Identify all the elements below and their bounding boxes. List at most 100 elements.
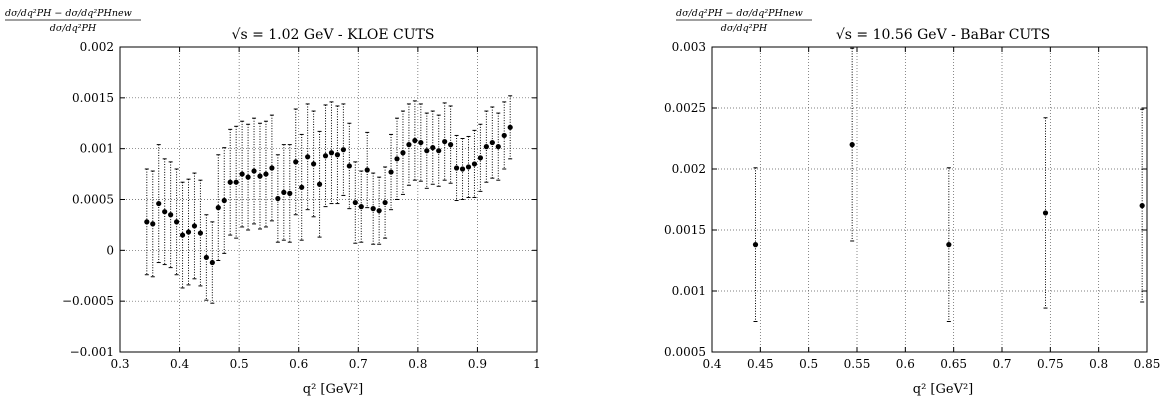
x-tick-label: 0.5 [799, 357, 818, 371]
data-point [376, 208, 382, 214]
x-tick-label: 0.4 [702, 357, 721, 371]
title-sqrt-s: √s [836, 27, 852, 43]
data-point [257, 173, 263, 179]
data-point [281, 189, 287, 195]
y-axis-ticks: −0.001 −0.0005 0 0.0005 0.001 0.0015 0.002 [62, 40, 537, 359]
data-point [849, 142, 855, 148]
data-point [388, 169, 394, 175]
data-point [162, 209, 168, 215]
data-point [316, 181, 323, 187]
data-point [293, 159, 299, 165]
x-tick-label: 0.4 [170, 357, 189, 371]
data-point [150, 221, 156, 227]
y-tick-label: 0.001 [80, 142, 114, 156]
data-point [245, 174, 251, 180]
data-point [185, 229, 192, 235]
y-tick-label: 0.002 [672, 162, 706, 176]
data-point [328, 150, 335, 156]
data-point [215, 205, 221, 211]
data-point [370, 206, 376, 212]
data-point [251, 168, 257, 174]
data-points [752, 47, 1145, 322]
data-point [471, 161, 478, 167]
y-axis-label-denominator: dσ/dq²PH [721, 23, 768, 34]
data-point [489, 139, 495, 146]
data-point [346, 163, 352, 169]
y-tick-label: 0.0015 [664, 223, 706, 237]
data-point [299, 184, 305, 190]
data-point [436, 148, 442, 154]
data-point [477, 155, 484, 161]
x-tick-label: 0.7 [349, 357, 368, 371]
y-tick-label: 0.0005 [72, 193, 114, 207]
data-point [394, 156, 400, 162]
x-tick-label: 0.6 [896, 357, 915, 371]
x-tick-label: 0.65 [940, 357, 967, 371]
x-tick-label: 0.8 [1089, 357, 1108, 371]
data-point [334, 152, 341, 158]
data-point [412, 137, 418, 144]
data-points [144, 95, 513, 304]
data-point [144, 219, 150, 225]
x-tick-label: 0.7 [992, 357, 1011, 371]
data-point [239, 171, 245, 177]
x-tick-label: 0.45 [747, 357, 774, 371]
data-point [203, 254, 209, 261]
x-tick-label: 0.6 [289, 357, 308, 371]
x-tick-label: 0.75 [1037, 357, 1064, 371]
x-tick-label: 1 [533, 357, 541, 371]
data-point [358, 204, 364, 210]
data-point [430, 145, 436, 151]
y-tick-label: 0.0025 [664, 101, 706, 115]
x-axis-ticks: 0.3 0.4 0.5 0.6 0.7 0.8 0.9 1 [110, 47, 541, 371]
data-point [311, 161, 317, 167]
y-tick-label: 0.0005 [664, 345, 706, 359]
data-point [173, 219, 180, 225]
data-point [322, 153, 329, 159]
data-point [156, 200, 162, 207]
x-tick-label: 0.5 [230, 357, 249, 371]
data-point [364, 167, 370, 173]
chart-kloe: dσ/dq²PH − dσ/dq²PHnew dσ/dq²PH √s = 1.0… [5, 8, 541, 397]
data-point [406, 142, 412, 148]
data-point [400, 150, 406, 156]
plot-frame [711, 46, 1148, 353]
data-point [263, 171, 269, 177]
x-tick-label: 0.55 [844, 357, 871, 371]
data-point [287, 190, 293, 196]
data-point [269, 165, 275, 171]
chart-babar: dσ/dq²PH − dσ/dq²PHnew dσ/dq²PH √s = 10.… [664, 8, 1160, 397]
data-point [275, 195, 281, 202]
data-point [197, 230, 204, 236]
gridlines [120, 47, 537, 352]
data-point [752, 242, 759, 248]
data-point [448, 142, 454, 148]
x-tick-label: 0.9 [468, 357, 487, 371]
data-point [191, 223, 198, 229]
data-point [168, 212, 174, 218]
data-point [179, 232, 186, 238]
x-tick-label: 0.8 [408, 357, 427, 371]
y-axis-label-denominator: dσ/dq²PH [50, 23, 97, 34]
data-point [453, 165, 460, 171]
data-point [483, 144, 489, 150]
data-point [424, 148, 430, 154]
y-tick-label: −0.0005 [62, 294, 114, 308]
data-point [1042, 210, 1049, 216]
data-point [507, 124, 513, 130]
data-point [1139, 203, 1145, 209]
gridlines [712, 47, 1147, 352]
axes-box [711, 46, 1148, 353]
data-point [227, 179, 233, 185]
data-point [209, 259, 215, 266]
title-rest: = 1.02 GeV - KLOE CUTS [248, 27, 435, 43]
chart-title: √s = 10.56 GeV - BaBar CUTS [836, 27, 1050, 43]
chart-title: √s = 1.02 GeV - KLOE CUTS [232, 27, 435, 43]
x-axis-label: q² [GeV²] [913, 382, 974, 397]
x-axis-ticks: 0.4 0.45 0.5 0.55 0.6 0.65 0.7 0.75 0.8 0.85 [702, 47, 1160, 371]
data-point [340, 147, 346, 153]
data-point [465, 164, 472, 170]
title-sqrt-s: √s [232, 27, 248, 43]
data-point [495, 144, 501, 150]
